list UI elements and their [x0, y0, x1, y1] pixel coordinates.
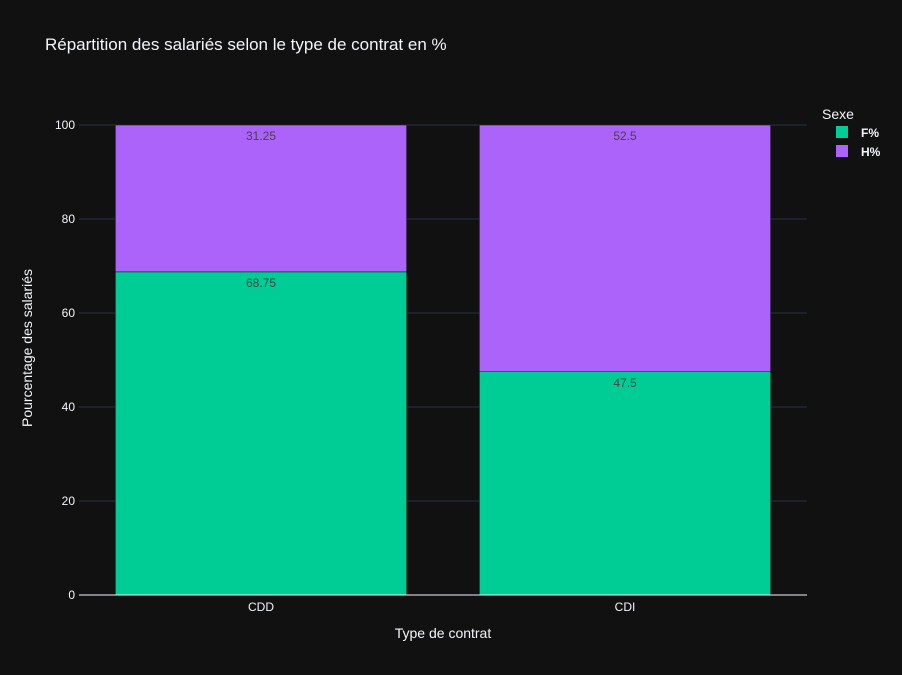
legend-label-h: H%: [861, 145, 881, 159]
y-tick-label: 0: [68, 588, 75, 602]
bar-cdd-f[interactable]: [115, 271, 407, 596]
legend-label-f: F%: [861, 126, 879, 140]
bar-labels: 68.75 31.25 47.5 52.5: [246, 129, 637, 390]
legend-swatch-f: [836, 126, 848, 138]
legend-title: Sexe: [822, 106, 854, 122]
x-axis-title: Type de contrat: [395, 625, 492, 641]
bar-cdi-f[interactable]: [479, 371, 771, 596]
y-tick-label: 60: [62, 306, 76, 320]
y-tick-label: 100: [55, 118, 75, 132]
x-tick-label: CDD: [248, 600, 274, 614]
legend-item-h[interactable]: H%: [836, 145, 881, 159]
y-tick-label: 80: [62, 212, 76, 226]
bar-cdd-h[interactable]: [115, 124, 407, 273]
y-tick-label: 40: [62, 400, 76, 414]
y-tick-labels: 0 20 40 60 80 100: [55, 118, 75, 602]
bar-data-label: 52.5: [613, 129, 637, 143]
chart-title: Répartition des salariés selon le type d…: [45, 35, 447, 54]
bar-data-label: 31.25: [246, 129, 276, 143]
y-tick-label: 20: [62, 494, 76, 508]
legend-item-f[interactable]: F%: [836, 126, 879, 140]
x-tick-label: CDI: [615, 600, 636, 614]
bars: [115, 124, 771, 596]
bar-cdi-h[interactable]: [479, 124, 771, 372]
bar-data-label: 47.5: [613, 376, 637, 390]
y-axis-title: Pourcentage des salariés: [19, 269, 35, 427]
x-tick-labels: CDD CDI: [248, 600, 635, 614]
legend: Sexe F% H%: [822, 106, 881, 159]
bar-data-label: 68.75: [246, 276, 276, 290]
legend-swatch-h: [836, 145, 848, 157]
